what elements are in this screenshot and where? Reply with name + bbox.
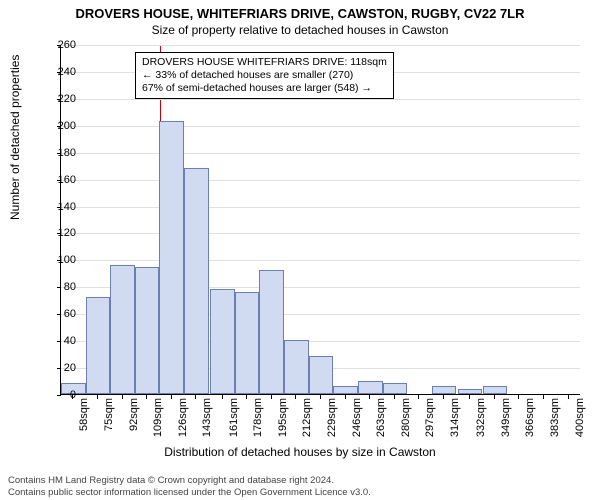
ytick-label: 80 [46,281,76,293]
footer-line2: Contains public sector information licen… [8,487,371,498]
annotation-line2: ← 33% of detached houses are smaller (27… [142,69,387,82]
histogram-bar [432,386,457,394]
xtick-label: 366sqm [524,398,536,442]
x-axis-label: Distribution of detached houses by size … [0,445,600,459]
gridline [61,180,580,181]
xtick-mark [271,395,272,399]
xtick-mark [543,395,544,399]
histogram-bar [483,386,508,394]
xtick-label: 126sqm [177,398,189,442]
gridline [61,126,580,127]
ytick-label: 220 [46,93,76,105]
xtick-label: 109sqm [152,398,164,442]
ytick-label: 40 [46,335,76,347]
histogram-bar [184,168,209,394]
xtick-label: 212sqm [301,398,313,442]
xtick-mark [295,395,296,399]
annotation-line3: 67% of semi-detached houses are larger (… [142,82,387,95]
gridline [61,260,580,261]
y-axis-label: Number of detached properties [8,55,22,220]
gridline [61,153,580,154]
gridline [61,233,580,234]
xtick-label: 280sqm [400,398,412,442]
xtick-mark [97,395,98,399]
xtick-label: 75sqm [103,398,115,442]
gridline [61,207,580,208]
histogram-bar [259,270,284,394]
xtick-label: 332sqm [475,398,487,442]
footer-line1: Contains HM Land Registry data © Crown c… [8,475,371,486]
xtick-label: 349sqm [500,398,512,442]
xtick-label: 161sqm [228,398,240,442]
ytick-label: 160 [46,174,76,186]
xtick-mark [171,395,172,399]
ytick-label: 120 [46,227,76,239]
ytick-label: 20 [46,362,76,374]
chart-title-main: DROVERS HOUSE, WHITEFRIARS DRIVE, CAWSTO… [0,0,600,21]
xtick-label: 195sqm [277,398,289,442]
xtick-mark [195,395,196,399]
histogram-bar [86,297,111,394]
xtick-mark [494,395,495,399]
histogram-bar [110,265,135,394]
xtick-label: 178sqm [252,398,264,442]
xtick-mark [469,395,470,399]
histogram-bar [210,289,235,394]
xtick-label: 263sqm [375,398,387,442]
histogram-bar [235,292,260,394]
xtick-label: 297sqm [424,398,436,442]
annotation-line1: DROVERS HOUSE WHITEFRIARS DRIVE: 118sqm [142,56,387,69]
xtick-mark [418,395,419,399]
xtick-label: 246sqm [351,398,363,442]
ytick-label: 200 [46,120,76,132]
annotation-box: DROVERS HOUSE WHITEFRIARS DRIVE: 118sqm … [135,52,394,99]
xtick-mark [222,395,223,399]
footer-attribution: Contains HM Land Registry data © Crown c… [8,475,371,498]
xtick-label: 400sqm [574,398,586,442]
ytick-label: 240 [46,66,76,78]
histogram-bar [159,121,184,394]
xtick-label: 58sqm [78,398,90,442]
xtick-mark [394,395,395,399]
xtick-mark [72,395,73,399]
xtick-label: 314sqm [449,398,461,442]
xtick-mark [518,395,519,399]
histogram-bar [358,381,383,394]
histogram-bar [284,340,309,394]
xtick-mark [345,395,346,399]
xtick-mark [146,395,147,399]
gridline [61,45,580,46]
histogram-bar [135,267,160,394]
xtick-mark [568,395,569,399]
ytick-label: 180 [46,147,76,159]
ytick-label: 100 [46,254,76,266]
xtick-mark [122,395,123,399]
histogram-bar [383,383,408,394]
xtick-mark [443,395,444,399]
histogram-bar [458,389,483,394]
histogram-bar [309,356,334,394]
xtick-mark [246,395,247,399]
xtick-mark [320,395,321,399]
ytick-label: 60 [46,308,76,320]
ytick-label: 260 [46,39,76,51]
xtick-label: 143sqm [201,398,213,442]
xtick-label: 229sqm [326,398,338,442]
chart-title-sub: Size of property relative to detached ho… [0,23,600,37]
xtick-label: 92sqm [128,398,140,442]
xtick-mark [369,395,370,399]
histogram-bar [333,386,358,394]
xtick-label: 383sqm [549,398,561,442]
ytick-label: 140 [46,201,76,213]
